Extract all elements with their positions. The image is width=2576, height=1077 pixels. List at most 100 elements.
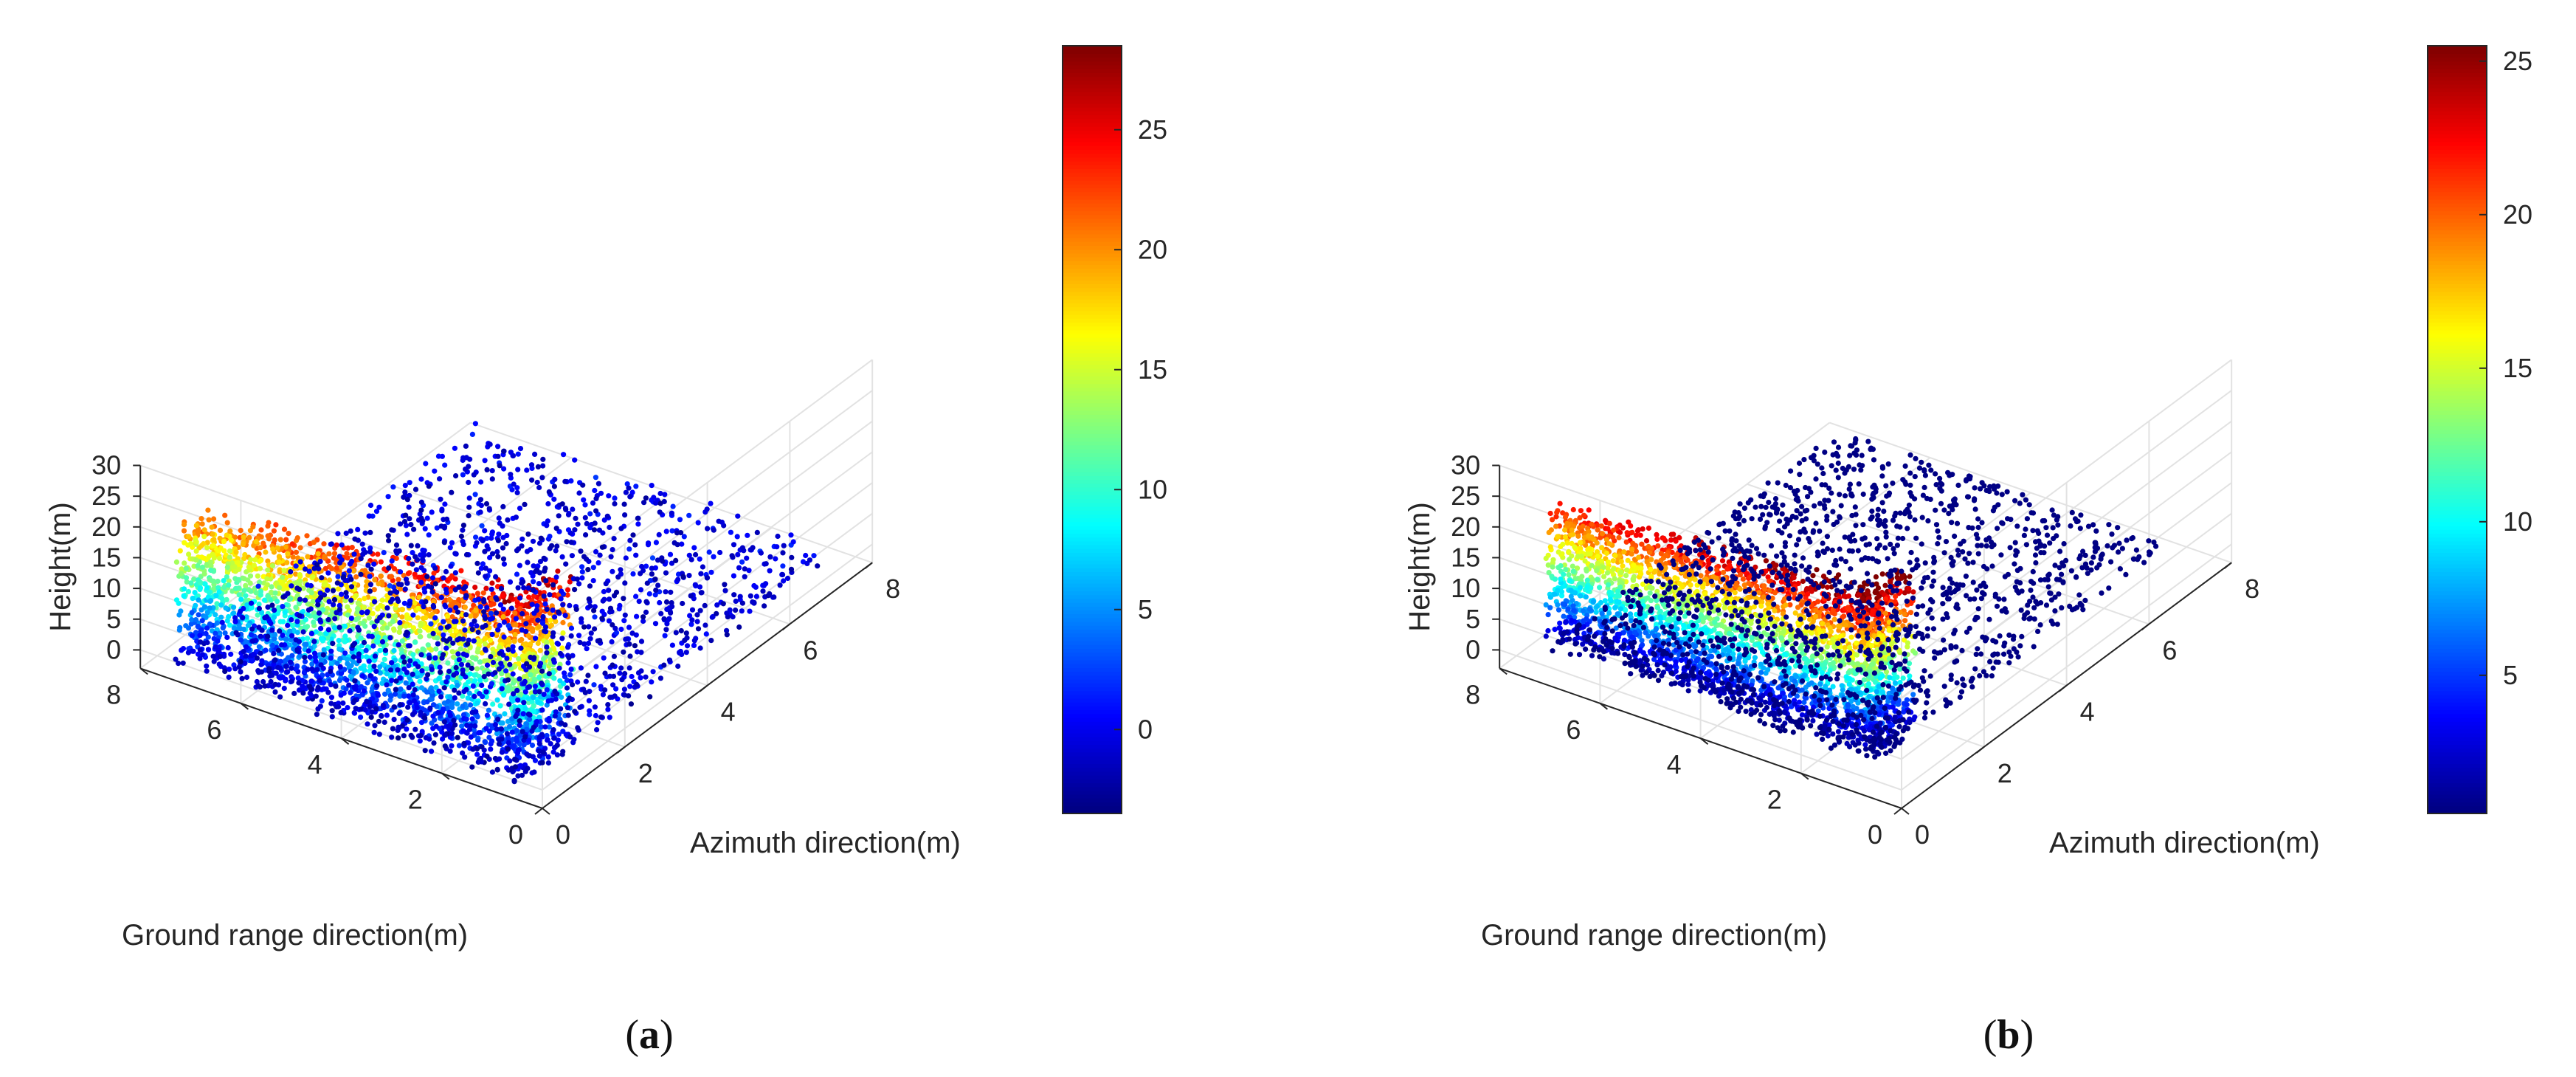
colorbar-segment (1063, 99, 1122, 104)
wall-point (263, 647, 269, 653)
colorbar-segment (1063, 763, 1122, 768)
colorbar-segment (1063, 709, 1122, 715)
wall-point (539, 724, 545, 730)
ground-point (540, 613, 546, 620)
ground-point (432, 581, 438, 587)
ground-point (418, 579, 424, 585)
ground-point (432, 655, 438, 661)
ground-point (555, 641, 562, 647)
ground-point (556, 609, 562, 615)
wall-point (243, 593, 249, 599)
wall-point (231, 605, 237, 610)
ground-point (389, 558, 395, 564)
ground-point (511, 691, 517, 697)
ground-point (275, 647, 282, 653)
ground-point (579, 616, 584, 622)
ground-point (400, 654, 407, 660)
ground-point (249, 626, 255, 632)
wall-point (462, 605, 469, 610)
ground-point (386, 613, 392, 619)
wall-point (178, 608, 184, 614)
ground-point (492, 670, 498, 675)
ground-point (534, 567, 540, 573)
colorbar-segment (1063, 280, 1122, 284)
ground-point (305, 648, 311, 654)
ground-point (466, 504, 472, 510)
ground-point (519, 729, 525, 734)
colorbar-segment (1063, 594, 1122, 599)
wall-point (447, 694, 453, 700)
wall-point (379, 625, 386, 631)
wall-point (277, 658, 283, 664)
ground-point (342, 650, 348, 656)
ground-point (483, 500, 490, 507)
ground-point (503, 668, 509, 674)
ground-point (525, 560, 531, 565)
wall-point (329, 714, 335, 720)
ground-point (420, 557, 426, 562)
ground-point (539, 760, 545, 765)
colorbar-segment (1063, 441, 1122, 446)
ground-point (422, 715, 428, 721)
wall-point (559, 694, 564, 701)
wall-point (468, 702, 474, 708)
wall-point (366, 615, 372, 621)
panel-label: (a) (625, 1012, 673, 1058)
wall-point (276, 585, 283, 591)
wall-point (255, 683, 261, 689)
ground-point (469, 627, 475, 633)
ground-point (563, 561, 569, 567)
wall-point (425, 642, 431, 648)
ground-point (346, 682, 352, 688)
wall-point (537, 647, 543, 653)
ground-point (477, 604, 483, 610)
wall-point (497, 703, 503, 709)
ground-point (396, 642, 401, 648)
ground-point (570, 506, 576, 512)
colorbar-segment (1063, 606, 1122, 610)
wall-point (201, 527, 207, 533)
wall-point (376, 732, 382, 737)
ground-point (734, 534, 740, 540)
colorbar-segment (1063, 771, 1122, 776)
ground-point (753, 584, 759, 591)
wall-point (201, 571, 207, 577)
ground-point (368, 566, 374, 572)
ground-point (289, 583, 294, 589)
ground-point (455, 651, 461, 657)
wall-point (176, 627, 182, 633)
wall-point (417, 678, 423, 684)
wall-point (410, 712, 416, 718)
ground-point (508, 472, 514, 478)
ground-point (700, 564, 706, 570)
ground-point (705, 526, 711, 531)
wall-point (297, 565, 304, 571)
colorbar-segment (1063, 667, 1122, 672)
wall-point (497, 756, 503, 762)
ground-point (559, 751, 565, 757)
wall-point (210, 531, 215, 537)
colorbar-segment (1063, 207, 1122, 212)
ground-point (356, 658, 362, 664)
ground-point (349, 558, 355, 565)
ground-point (451, 718, 457, 723)
ground-point (592, 614, 598, 620)
ground-point (285, 669, 291, 675)
ground-point (483, 689, 489, 695)
ground-point (469, 431, 476, 438)
ground-point (297, 559, 303, 565)
ground-point (702, 622, 708, 628)
ground-point (362, 549, 368, 555)
wall-point (183, 575, 190, 581)
ground-point (693, 551, 699, 558)
colorbar-tick-label: 5 (1138, 594, 1153, 624)
wall-point (472, 672, 477, 678)
ground-point (407, 601, 412, 607)
ground-point (541, 692, 547, 698)
ground-point (610, 682, 616, 688)
wall-point (545, 754, 551, 760)
wall-point (489, 580, 495, 586)
colorbar-segment (1063, 65, 1122, 69)
colorbar-segment (1063, 713, 1122, 718)
ground-point (494, 726, 500, 732)
